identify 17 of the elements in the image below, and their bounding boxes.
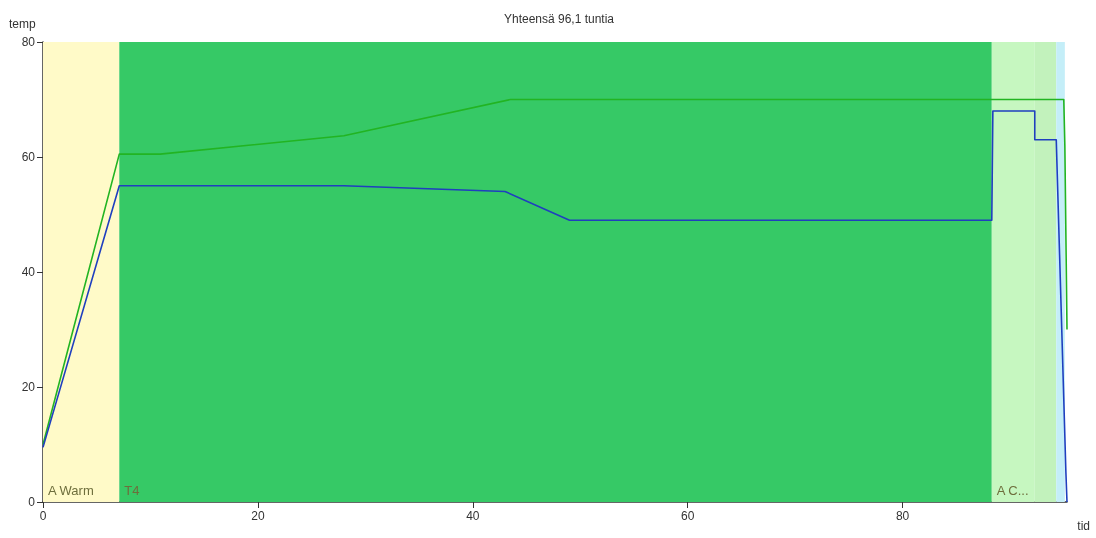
- band-label: T4: [124, 483, 140, 498]
- x-tick-label: 40: [466, 509, 480, 523]
- y-axis-title: temp: [9, 17, 36, 31]
- y-tick-label: 80: [21, 35, 36, 49]
- x-tick-label: 60: [681, 509, 695, 523]
- chart-title: Yhteensä 96,1 tuntia: [503, 12, 615, 26]
- line-series: [42, 98, 1068, 446]
- y-tick-label: 60: [21, 150, 36, 164]
- band-label: A Warm: [48, 483, 94, 498]
- y-tick-label: 0: [28, 495, 36, 509]
- x-axis-title: tid: [1077, 519, 1091, 533]
- x-tick-label: 0: [39, 509, 47, 523]
- band-label: A C...: [996, 483, 1029, 498]
- x-tick-label: 20: [251, 509, 265, 523]
- y-tick-label: 20: [21, 380, 36, 394]
- x-tick-label: 80: [895, 509, 910, 523]
- y-tick-label: 40: [21, 265, 36, 279]
